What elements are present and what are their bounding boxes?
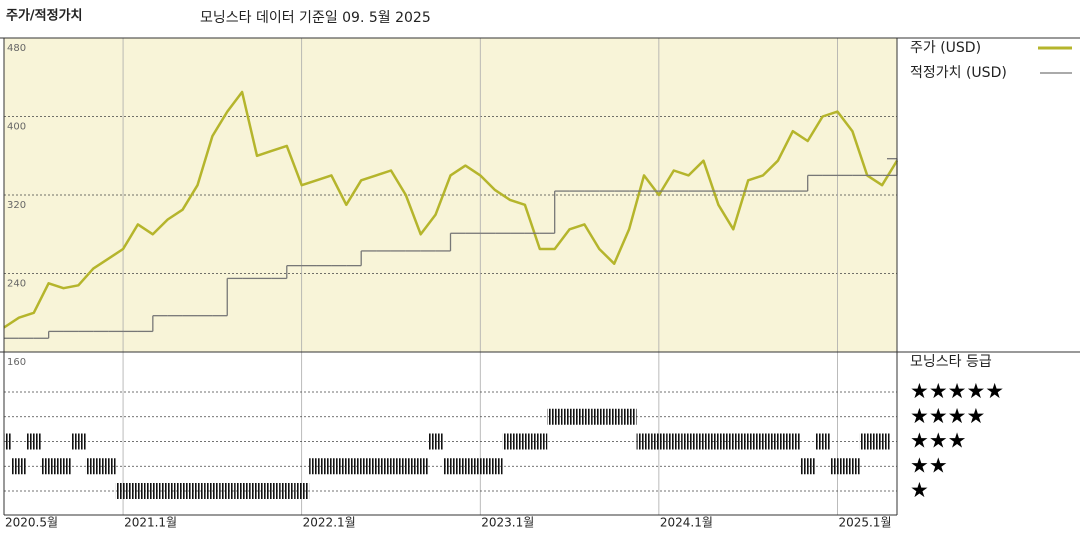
x-tick-label: 2025.1월	[838, 516, 891, 530]
rating-bar	[517, 433, 533, 450]
rating-bar	[70, 433, 86, 450]
rating-bar	[145, 483, 161, 499]
rating-bar	[264, 483, 280, 499]
rating-bar	[115, 483, 131, 499]
y-tick-label: 320	[7, 200, 26, 211]
x-tick-label: 2022.1월	[303, 516, 356, 530]
rating-bar	[234, 483, 250, 499]
rating-bar	[56, 458, 71, 475]
rating-bar	[562, 408, 578, 425]
rating-bar	[383, 458, 399, 475]
y-tick-label: 160	[7, 357, 26, 368]
rating-bar	[279, 483, 295, 499]
rating-level-label: ★★★	[910, 429, 966, 453]
rating-bar	[532, 433, 548, 450]
rating-bar	[844, 458, 860, 475]
rating-bar	[294, 483, 310, 499]
rating-bar	[413, 458, 429, 475]
chart-subtitle: 모닝스타 데이터 기준일 09. 5월 2025	[200, 10, 431, 26]
rating-bar	[457, 458, 473, 475]
rating-bar	[547, 408, 563, 425]
rating-bar	[725, 433, 741, 450]
rating-bar	[4, 433, 12, 450]
x-tick-label: 2020.5월	[5, 516, 58, 530]
rating-bar	[577, 408, 592, 425]
rating-bar	[11, 458, 27, 475]
rating-bar	[606, 408, 622, 425]
rating-bar	[219, 483, 235, 499]
rating-bar	[830, 458, 845, 475]
rating-level-label: ★★	[910, 453, 948, 477]
rating-bar	[681, 433, 697, 450]
rating-level-label: ★★★★★	[910, 379, 1004, 403]
rating-bar	[130, 483, 146, 499]
rating-bar	[160, 483, 176, 499]
rating-level-label: ★	[910, 478, 929, 502]
rating-bar	[487, 458, 503, 475]
x-tick-label: 2024.1월	[660, 516, 713, 530]
rating-bar	[249, 483, 265, 499]
rating-bar	[175, 483, 191, 499]
rating-bar	[740, 433, 756, 450]
rating-bar	[770, 433, 786, 450]
legend-label: 적정가치 (USD)	[910, 65, 1007, 81]
rating-title: 모닝스타 등급	[910, 354, 992, 370]
x-tick-label: 2023.1월	[481, 516, 534, 530]
legend-label: 주가 (USD)	[910, 40, 981, 56]
rating-bar	[443, 458, 458, 475]
rating-bar	[190, 483, 205, 499]
rating-bar	[621, 408, 637, 425]
rating-bar	[651, 433, 667, 450]
price-line	[3, 90, 899, 329]
rating-bar	[502, 433, 518, 450]
rating-bar	[815, 433, 831, 450]
rating-bar	[323, 458, 339, 475]
rating-bar	[353, 458, 369, 475]
rating-bar	[636, 433, 652, 450]
rating-bar	[591, 408, 607, 425]
rating-bar	[398, 458, 414, 475]
x-tick-label: 2021.1월	[124, 516, 177, 530]
rating-level-label: ★★★★	[910, 404, 985, 428]
rating-bar	[666, 433, 682, 450]
rating-bar	[800, 458, 816, 475]
rating-bar	[26, 433, 42, 450]
chart-title: 주가/적정가치	[6, 8, 83, 24]
rating-bar	[472, 458, 488, 475]
rating-bar	[338, 458, 354, 475]
y-tick-label: 240	[7, 279, 26, 290]
rating-bar	[100, 458, 116, 475]
rating-bar	[696, 433, 711, 450]
y-tick-label: 400	[7, 122, 26, 133]
rating-bar	[368, 458, 384, 475]
rating-bar	[785, 433, 801, 450]
rating-bar	[710, 433, 726, 450]
rating-bar	[859, 433, 875, 450]
rating-bar	[41, 458, 57, 475]
rating-bar	[428, 433, 444, 450]
rating-bar	[755, 433, 771, 450]
rating-bar	[309, 458, 324, 475]
y-tick-label: 480	[7, 43, 26, 54]
rating-bar	[874, 433, 890, 450]
rating-bar	[204, 483, 220, 499]
rating-bar	[85, 458, 101, 475]
